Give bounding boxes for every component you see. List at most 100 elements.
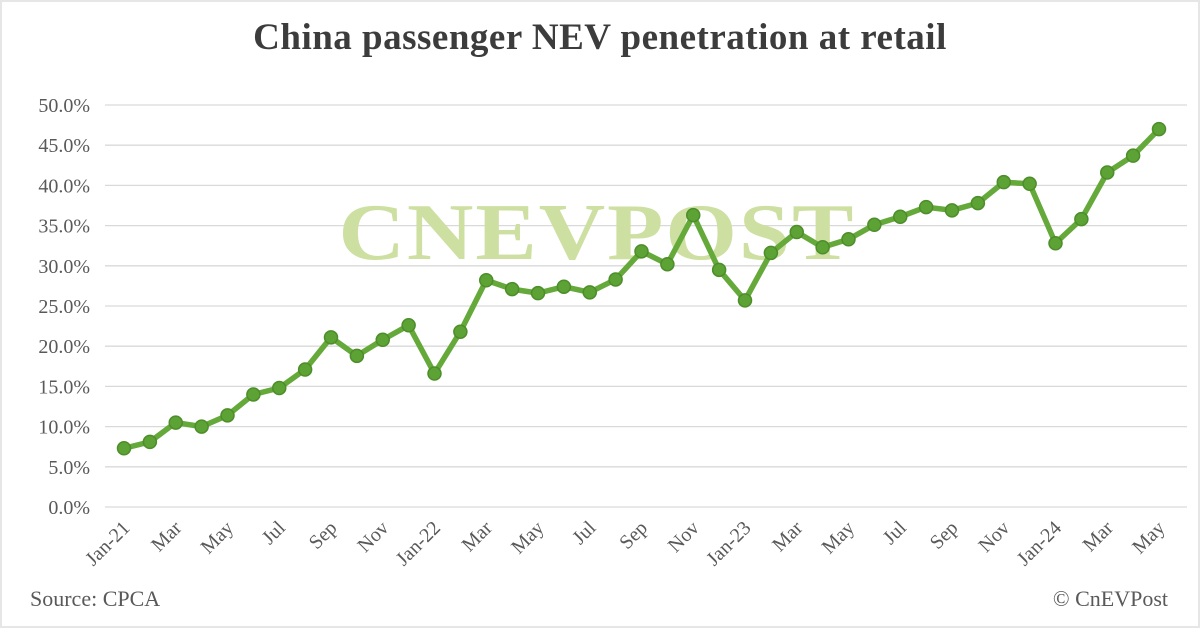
- x-axis-tick-label: Jul: [568, 517, 600, 549]
- data-point: [1074, 211, 1089, 227]
- data-point: [556, 279, 572, 294]
- data-point: [272, 380, 287, 396]
- x-axis-tick-text: Sep: [305, 517, 342, 554]
- data-point: [1100, 165, 1115, 180]
- x-axis-tick-text: Sep: [615, 517, 652, 554]
- data-point: [711, 262, 727, 278]
- data-point: [608, 272, 623, 287]
- x-axis-tick-label: May: [507, 517, 548, 558]
- x-axis-tick-label: Jan-23: [702, 517, 755, 570]
- data-point: [1048, 236, 1063, 251]
- x-axis-tick-text: Mar: [147, 517, 186, 556]
- data-point: [504, 281, 520, 297]
- y-axis-tick-label: 15.0%: [38, 376, 90, 398]
- x-axis-tick-label: Mar: [768, 517, 807, 556]
- data-point: [944, 203, 960, 218]
- data-point: [116, 441, 132, 456]
- data-point: [168, 415, 183, 430]
- y-axis-tick-label: 50.0%: [38, 95, 90, 117]
- data-point: [220, 408, 235, 423]
- x-axis-tick-label: Sep: [926, 517, 963, 554]
- x-axis-tick-label: Jan-24: [1013, 517, 1066, 570]
- x-axis-tick-label: Nov: [353, 517, 393, 557]
- x-axis-tick-text: Jan-22: [392, 517, 445, 570]
- data-point: [479, 273, 494, 288]
- data-point: [1151, 121, 1167, 137]
- data-point: [970, 195, 986, 211]
- x-axis-tick-label: Mar: [147, 517, 186, 556]
- data-point: [634, 244, 649, 259]
- x-axis-tick-text: Mar: [1079, 517, 1118, 556]
- x-axis-tick-text: Jul: [879, 517, 911, 549]
- y-axis-tick-label: 10.0%: [38, 417, 90, 439]
- x-axis-tick-label: May: [1128, 517, 1169, 558]
- data-point: [789, 224, 804, 240]
- x-axis-tick-text: May: [507, 517, 548, 558]
- data-point: [686, 207, 701, 223]
- x-axis-tick-label: Nov: [974, 517, 1014, 557]
- data-point: [194, 419, 209, 434]
- data-point: [763, 245, 779, 261]
- x-axis-tick-text: Jul: [258, 517, 290, 549]
- x-axis-tick-text: Jan-21: [81, 517, 134, 570]
- x-axis-tick-text: May: [1128, 517, 1169, 558]
- data-point: [375, 332, 390, 348]
- y-axis-tick-label: 0.0%: [48, 497, 90, 519]
- x-axis-tick-label: Nov: [664, 517, 704, 557]
- x-axis-tick-text: Nov: [664, 517, 704, 557]
- data-point: [867, 217, 882, 233]
- x-axis-tick-label: Sep: [305, 517, 342, 554]
- y-axis-tick-label: 25.0%: [38, 296, 90, 318]
- x-axis-tick-text: Sep: [926, 517, 963, 554]
- data-point: [401, 318, 416, 333]
- data-point: [323, 330, 339, 345]
- x-axis-tick-text: Mar: [458, 517, 497, 556]
- data-point: [815, 240, 830, 255]
- y-axis-tick-label: 40.0%: [38, 175, 90, 197]
- data-point: [246, 387, 261, 402]
- data-point: [297, 362, 313, 377]
- x-axis-tick-text: May: [818, 517, 859, 558]
- x-axis-tick-label: Jul: [879, 517, 911, 549]
- data-point: [349, 348, 365, 364]
- y-axis-tick-label: 5.0%: [48, 457, 90, 479]
- y-axis-tick-label: 20.0%: [38, 336, 90, 358]
- data-point: [841, 232, 856, 247]
- x-axis-tick-text: Jul: [568, 517, 600, 549]
- data-point: [582, 285, 597, 300]
- x-axis-tick-text: Mar: [768, 517, 807, 556]
- x-axis-tick-label: Mar: [458, 517, 497, 556]
- cnevpost-watermark: CNEVPOST: [339, 187, 856, 277]
- data-point: [1022, 176, 1037, 192]
- x-axis-tick-text: Nov: [974, 517, 1014, 557]
- y-axis-tick-label: 35.0%: [38, 216, 90, 238]
- data-point: [453, 324, 468, 339]
- y-axis-tick-label: 30.0%: [38, 256, 90, 278]
- data-point: [142, 434, 158, 450]
- x-axis-tick-text: May: [197, 517, 238, 558]
- y-axis-tick-label: 45.0%: [38, 135, 90, 157]
- data-point: [530, 285, 546, 301]
- data-point: [918, 199, 934, 215]
- x-axis-tick-label: Jan-22: [392, 517, 445, 570]
- data-point: [737, 293, 753, 308]
- x-axis-tick-text: Jan-24: [1013, 517, 1066, 570]
- data-point: [1125, 148, 1141, 163]
- data-point: [996, 174, 1011, 190]
- x-axis-tick-label: Jul: [258, 517, 290, 549]
- data-point: [427, 366, 442, 381]
- copyright-label: © CnEVPost: [1052, 586, 1168, 611]
- x-axis-tick-text: Jan-23: [702, 517, 755, 570]
- data-point: [660, 256, 675, 272]
- x-axis-tick-label: May: [818, 517, 859, 558]
- source-label: Source: CPCA: [30, 586, 161, 611]
- chart-title: China passenger NEV penetration at retai…: [253, 17, 947, 58]
- x-axis-tick-label: Mar: [1079, 517, 1118, 556]
- x-axis-tick-label: Sep: [615, 517, 652, 554]
- x-axis-tick-label: Jan-21: [81, 517, 134, 570]
- x-axis-tick-label: May: [197, 517, 238, 558]
- data-point: [893, 209, 908, 225]
- x-axis-tick-text: Nov: [353, 517, 393, 557]
